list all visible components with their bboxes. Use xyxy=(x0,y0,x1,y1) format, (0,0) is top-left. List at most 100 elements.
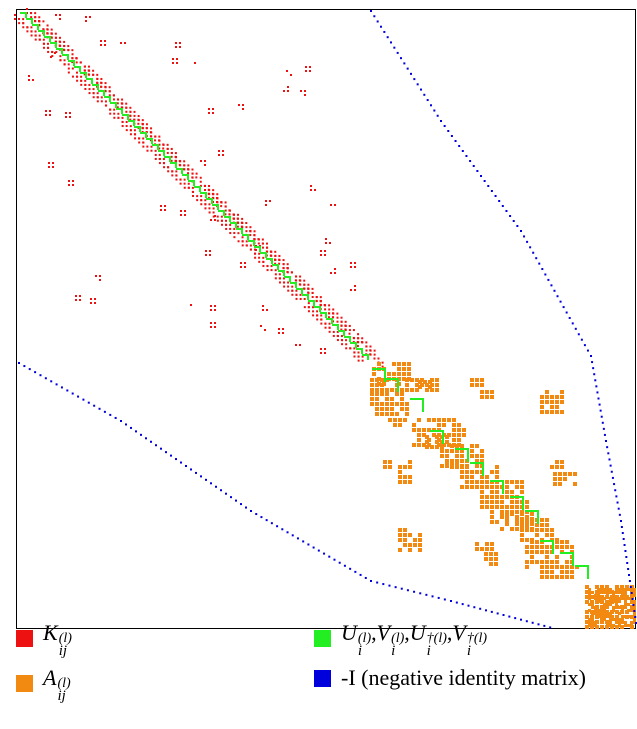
identity-entry xyxy=(250,510,252,512)
a-entry xyxy=(455,449,459,453)
a-entry xyxy=(460,475,464,479)
a-entry xyxy=(485,475,489,479)
k-entry xyxy=(266,309,268,311)
identity-entry xyxy=(245,506,247,509)
k-entry xyxy=(76,79,79,82)
k-entry xyxy=(208,112,210,114)
k-entry xyxy=(129,125,132,128)
k-entry xyxy=(241,226,244,229)
k-entry xyxy=(214,215,216,217)
a-entry xyxy=(597,594,600,597)
k-entry xyxy=(381,365,384,368)
identity-entry xyxy=(135,430,137,433)
a-entry xyxy=(520,538,524,542)
a-entry xyxy=(621,591,624,594)
a-entry xyxy=(612,594,615,597)
u-v-entry xyxy=(37,24,39,30)
a-entry xyxy=(540,575,544,579)
k-entry xyxy=(324,254,326,256)
k-entry xyxy=(99,275,101,277)
k-entry xyxy=(104,90,107,93)
k-entry xyxy=(303,287,306,290)
identity-entry xyxy=(553,289,556,292)
k-entry xyxy=(212,207,215,210)
a-entry xyxy=(495,485,499,489)
identity-entry xyxy=(307,543,310,546)
identity-entry xyxy=(467,604,470,607)
a-entry xyxy=(560,395,564,399)
u-v-entry xyxy=(230,222,236,224)
k-entry xyxy=(205,254,207,256)
u-v-entry xyxy=(44,36,50,38)
a-entry xyxy=(560,570,564,574)
k-entry xyxy=(176,62,178,64)
u-v-entry xyxy=(313,300,315,306)
a-entry xyxy=(545,518,549,522)
identity-entry xyxy=(260,516,263,519)
a-entry xyxy=(435,388,439,392)
identity-entry xyxy=(443,598,446,601)
identity-entry xyxy=(34,371,37,374)
k-entry xyxy=(145,123,148,126)
identity-entry xyxy=(559,300,562,303)
a-entry xyxy=(515,522,519,526)
a-entry xyxy=(618,597,621,600)
k-entry xyxy=(149,139,152,142)
a-entry xyxy=(475,470,479,474)
u-v-entry xyxy=(247,234,249,240)
identity-entry xyxy=(354,570,357,573)
k-entry xyxy=(48,166,50,168)
a-entry xyxy=(455,460,459,464)
identity-entry xyxy=(628,580,631,582)
a-entry xyxy=(490,490,494,494)
a-entry xyxy=(621,597,624,600)
identity-entry xyxy=(66,389,69,392)
a-entry xyxy=(415,378,419,382)
identity-entry xyxy=(185,465,187,467)
u-v-entry xyxy=(572,552,574,566)
a-entry xyxy=(375,402,379,406)
a-entry xyxy=(398,548,402,552)
k-entry xyxy=(125,129,128,132)
a-entry xyxy=(485,395,489,399)
k-entry xyxy=(192,194,195,197)
legend-label-a: A (l) ij xyxy=(43,665,71,704)
k-entry xyxy=(266,269,269,272)
a-entry xyxy=(490,395,494,399)
a-entry xyxy=(624,621,627,624)
a-entry xyxy=(535,523,539,527)
k-entry xyxy=(241,217,244,220)
k-entry xyxy=(133,114,136,117)
a-entry xyxy=(432,418,436,422)
k-entry xyxy=(237,240,240,243)
identity-entry xyxy=(599,409,602,412)
u-v-entry xyxy=(38,30,44,32)
a-entry xyxy=(540,523,544,527)
u-v-entry xyxy=(139,126,141,132)
a-entry xyxy=(550,560,554,564)
k-entry xyxy=(129,106,132,109)
a-entry xyxy=(390,388,394,392)
a-entry xyxy=(618,621,621,624)
identity-entry xyxy=(610,470,613,473)
a-entry xyxy=(555,405,559,409)
a-entry xyxy=(490,547,494,551)
k-entry xyxy=(303,283,306,286)
a-entry xyxy=(591,612,594,615)
a-entry xyxy=(495,465,499,469)
u-v-entry xyxy=(248,240,254,242)
u-v-entry xyxy=(67,54,69,60)
a-entry xyxy=(565,540,569,544)
a-entry xyxy=(621,609,624,612)
a-entry xyxy=(413,538,417,542)
k-entry xyxy=(55,51,58,54)
a-entry xyxy=(375,388,379,392)
identity-entry xyxy=(586,349,589,352)
a-entry xyxy=(375,412,379,416)
a-entry xyxy=(417,438,421,442)
identity-entry xyxy=(323,552,326,555)
k-entry xyxy=(195,176,198,179)
a-entry xyxy=(545,523,549,527)
k-entry xyxy=(210,326,212,328)
k-entry xyxy=(320,250,322,252)
